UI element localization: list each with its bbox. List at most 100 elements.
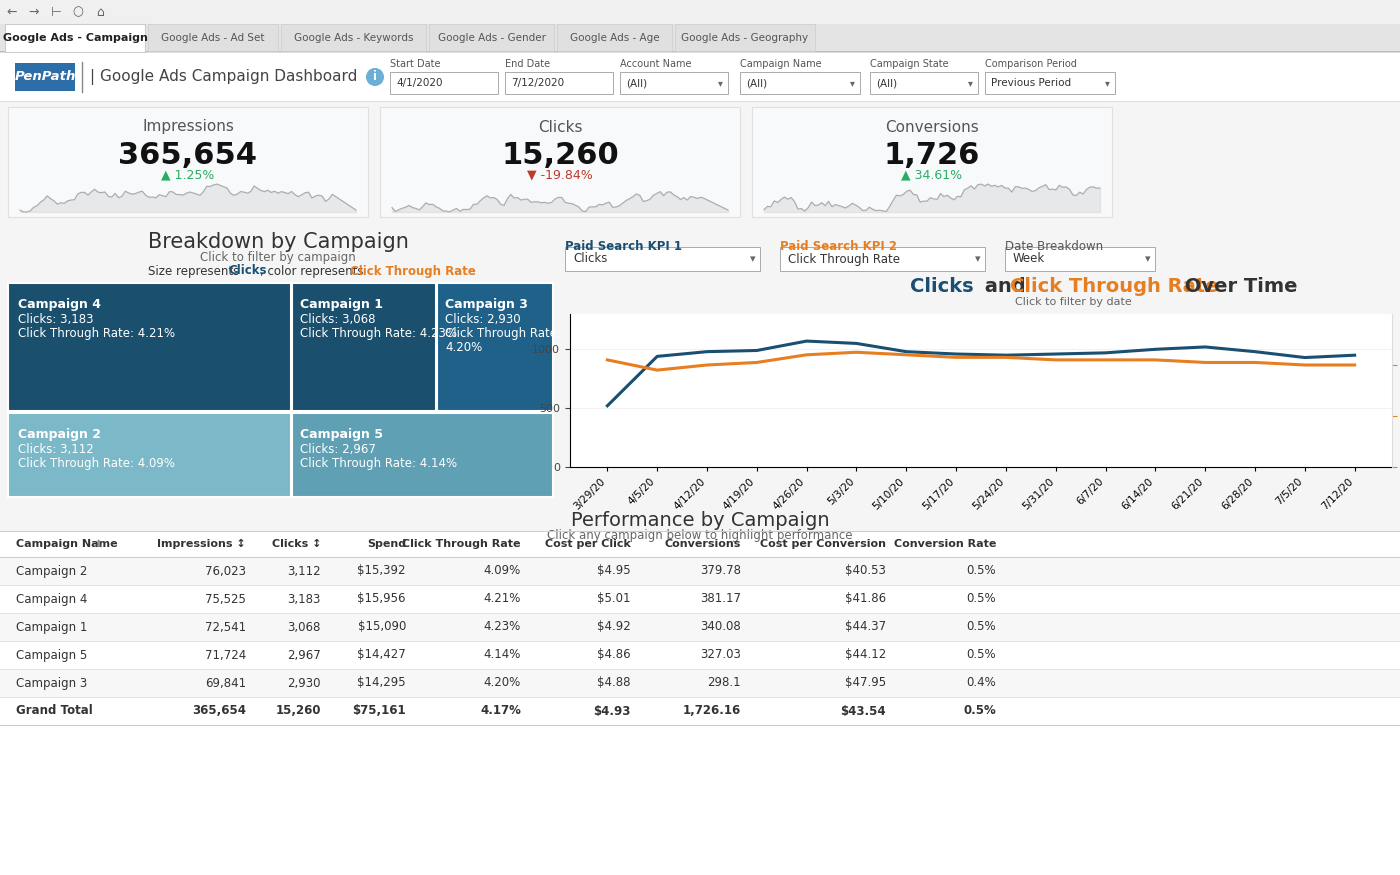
Bar (0, 0, 1400, 24)
Text: Clicks: 2,930: Clicks: 2,930 (445, 313, 521, 326)
Bar (752, 107, 1112, 217)
Text: ▾: ▾ (967, 78, 973, 88)
Circle shape (365, 68, 384, 86)
Bar (0, 641, 1400, 669)
Bar (620, 72, 728, 94)
Text: Click to filter by date: Click to filter by date (1015, 297, 1131, 307)
Bar (0, 530, 1400, 531)
Text: Campaign State: Campaign State (869, 59, 949, 69)
Text: Conversion Rate: Conversion Rate (893, 539, 995, 549)
Bar (0, 51, 1400, 52)
Text: 327.03: 327.03 (700, 648, 741, 662)
Text: Campaign 3: Campaign 3 (15, 676, 87, 690)
Text: Click Through Rate: Click Through Rate (788, 253, 900, 265)
Bar (428, 24, 554, 51)
Text: Account Name: Account Name (620, 59, 692, 69)
Text: ⌂: ⌂ (97, 5, 104, 18)
Text: $4.92: $4.92 (598, 620, 631, 634)
Text: ▾: ▾ (718, 78, 722, 88)
Bar (0, 556, 1400, 557)
Text: $14,427: $14,427 (357, 648, 406, 662)
Text: Campaign Name: Campaign Name (741, 59, 822, 69)
Text: Clicks: 2,967: Clicks: 2,967 (300, 443, 375, 456)
Text: 0.5%: 0.5% (966, 564, 995, 578)
Text: ▾: ▾ (850, 78, 855, 88)
Text: | Google Ads Campaign Dashboard: | Google Ads Campaign Dashboard (90, 69, 357, 85)
Text: 7/12/2020: 7/12/2020 (511, 78, 564, 88)
Bar (293, 283, 435, 411)
Text: 15,260: 15,260 (276, 704, 321, 717)
Bar (0, 52, 1400, 102)
Text: ▾: ▾ (974, 254, 980, 264)
Text: 72,541: 72,541 (204, 620, 246, 634)
Text: (All): (All) (626, 78, 647, 88)
Text: Clicks: Clicks (538, 120, 582, 135)
Text: 4.20%: 4.20% (484, 676, 521, 690)
Text: Date Breakdown: Date Breakdown (1005, 241, 1103, 254)
Bar (566, 247, 760, 271)
Text: 365,654: 365,654 (119, 141, 258, 170)
Text: Performance by Campaign: Performance by Campaign (571, 510, 829, 529)
Bar (780, 247, 986, 271)
Text: Campaign 1: Campaign 1 (300, 298, 384, 311)
Text: Over Time: Over Time (1179, 276, 1298, 296)
Text: Breakdown by Campaign: Breakdown by Campaign (147, 232, 409, 252)
Text: 381.17: 381.17 (700, 592, 741, 605)
Text: 1,726.16: 1,726.16 (683, 704, 741, 717)
Text: ▲ 1.25%: ▲ 1.25% (161, 169, 214, 181)
Text: 298.1: 298.1 (707, 676, 741, 690)
Text: $4.93: $4.93 (594, 704, 631, 717)
Bar (293, 413, 553, 497)
Bar (557, 24, 672, 51)
Text: $5.01: $5.01 (598, 592, 631, 605)
Text: Impressions ↕: Impressions ↕ (157, 539, 246, 549)
Text: Campaign 1: Campaign 1 (15, 620, 87, 634)
Text: PenPath: PenPath (14, 71, 76, 83)
Text: Spend: Spend (367, 539, 406, 549)
Text: →: → (29, 5, 39, 18)
Text: Paid Search KPI 1: Paid Search KPI 1 (566, 241, 682, 254)
Text: $4.88: $4.88 (598, 676, 631, 690)
Text: ▲ 34.61%: ▲ 34.61% (902, 169, 963, 181)
Text: 0.5%: 0.5% (963, 704, 995, 717)
Text: Clicks: Clicks (573, 253, 608, 265)
Text: $75,161: $75,161 (353, 704, 406, 717)
Text: 379.78: 379.78 (700, 564, 741, 578)
Text: Comparison Period: Comparison Period (986, 59, 1077, 69)
Text: i: i (372, 71, 377, 83)
Text: Campaign 2: Campaign 2 (15, 564, 87, 578)
Text: $41.86: $41.86 (844, 592, 886, 605)
Text: 1,726: 1,726 (883, 141, 980, 170)
Text: $15,956: $15,956 (357, 592, 406, 605)
Bar (8, 107, 368, 217)
Text: 0.4%: 0.4% (966, 676, 995, 690)
Bar (505, 72, 613, 94)
Text: (All): (All) (876, 78, 897, 88)
Text: 71,724: 71,724 (204, 648, 246, 662)
Text: Week: Week (1014, 253, 1046, 265)
Text: Click Through Rate: Click Through Rate (403, 539, 521, 549)
Text: Campaign 5: Campaign 5 (15, 648, 87, 662)
Text: 75,525: 75,525 (206, 592, 246, 605)
Text: ▼ -19.84%: ▼ -19.84% (528, 169, 592, 181)
Text: Google Ads - Age: Google Ads - Age (570, 33, 659, 43)
Text: Google Ads - Campaign: Google Ads - Campaign (3, 33, 147, 43)
Text: ▾: ▾ (1145, 254, 1151, 264)
Text: $4.86: $4.86 (598, 648, 631, 662)
Text: Conversions: Conversions (885, 120, 979, 135)
Text: 0.5%: 0.5% (966, 592, 995, 605)
Bar (8, 283, 291, 411)
Text: $44.37: $44.37 (844, 620, 886, 634)
Text: Clicks: 3,183: Clicks: 3,183 (18, 313, 94, 326)
Bar (0, 724, 1400, 725)
Text: Click Through Rate: 4.09%: Click Through Rate: 4.09% (18, 457, 175, 470)
Bar (0, 697, 1400, 725)
Text: Clicks: 3,068: Clicks: 3,068 (300, 313, 375, 326)
Text: Conversions: Conversions (665, 539, 741, 549)
Text: 4.09%: 4.09% (484, 564, 521, 578)
Bar (148, 24, 279, 51)
Text: Clicks: 3,112: Clicks: 3,112 (18, 443, 94, 456)
Text: ←: ← (7, 5, 17, 18)
Text: 3,068: 3,068 (287, 620, 321, 634)
Text: Cost per Click: Cost per Click (545, 539, 631, 549)
